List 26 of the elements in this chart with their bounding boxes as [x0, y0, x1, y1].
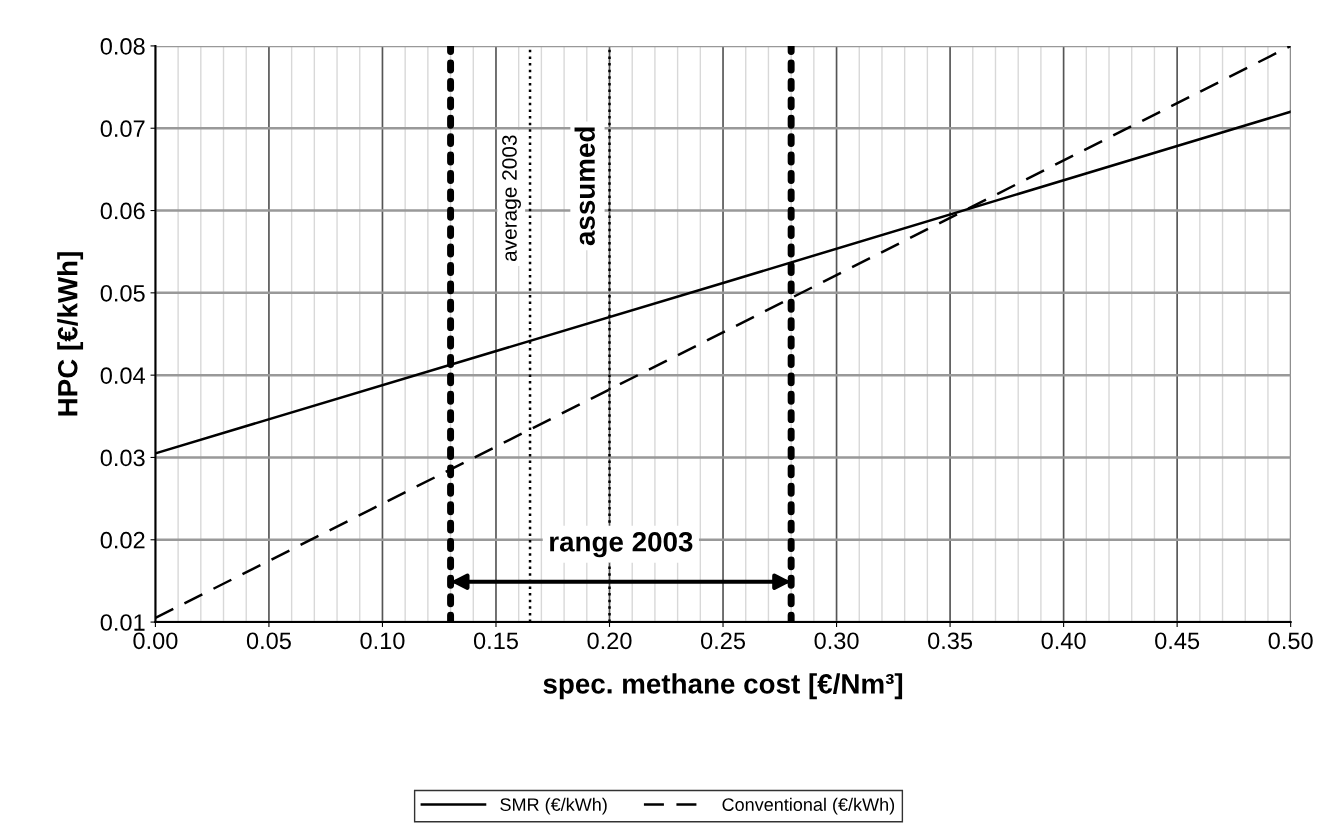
legend-label: SMR (€/kWh)	[500, 797, 607, 815]
annotation: range 2003	[550, 531, 693, 558]
x-axis-title: spec. methane cost [€/Nm³]	[543, 673, 903, 700]
y-tick-label: 0.06	[100, 202, 145, 220]
x-tick-label: 0.15	[473, 632, 518, 650]
x-tick-label: 0.40	[1041, 632, 1086, 650]
x-tick-label: 0.05	[246, 632, 291, 650]
x-tick-label: 0.30	[814, 632, 859, 650]
x-tick-label: 0.45	[1155, 632, 1200, 650]
y-axis-title: HPC [€/kWh]	[57, 252, 84, 416]
x-tick-label: 0.10	[360, 632, 405, 650]
y-tick-label: 0.05	[100, 284, 145, 302]
x-tick-label: 0.35	[928, 632, 973, 650]
y-tick-label: 0.08	[100, 37, 145, 55]
y-tick-label: 0.02	[100, 531, 145, 549]
x-tick-label: 0.50	[1268, 632, 1313, 650]
x-tick-label: 0.00	[133, 632, 178, 650]
y-tick-label: 0.03	[100, 449, 145, 467]
y-tick-label: 0.01	[100, 614, 145, 631]
ref-line-label: assumed	[574, 127, 595, 246]
y-tick-label: 0.04	[100, 367, 145, 384]
legend-label: Conventional (€/kWh)	[722, 797, 895, 815]
x-tick-label: 0.25	[700, 632, 746, 650]
ref-line-label: average 2003	[502, 135, 521, 262]
y-tick-label: 0.07	[100, 120, 145, 138]
x-tick-label: 0.20	[587, 632, 632, 650]
